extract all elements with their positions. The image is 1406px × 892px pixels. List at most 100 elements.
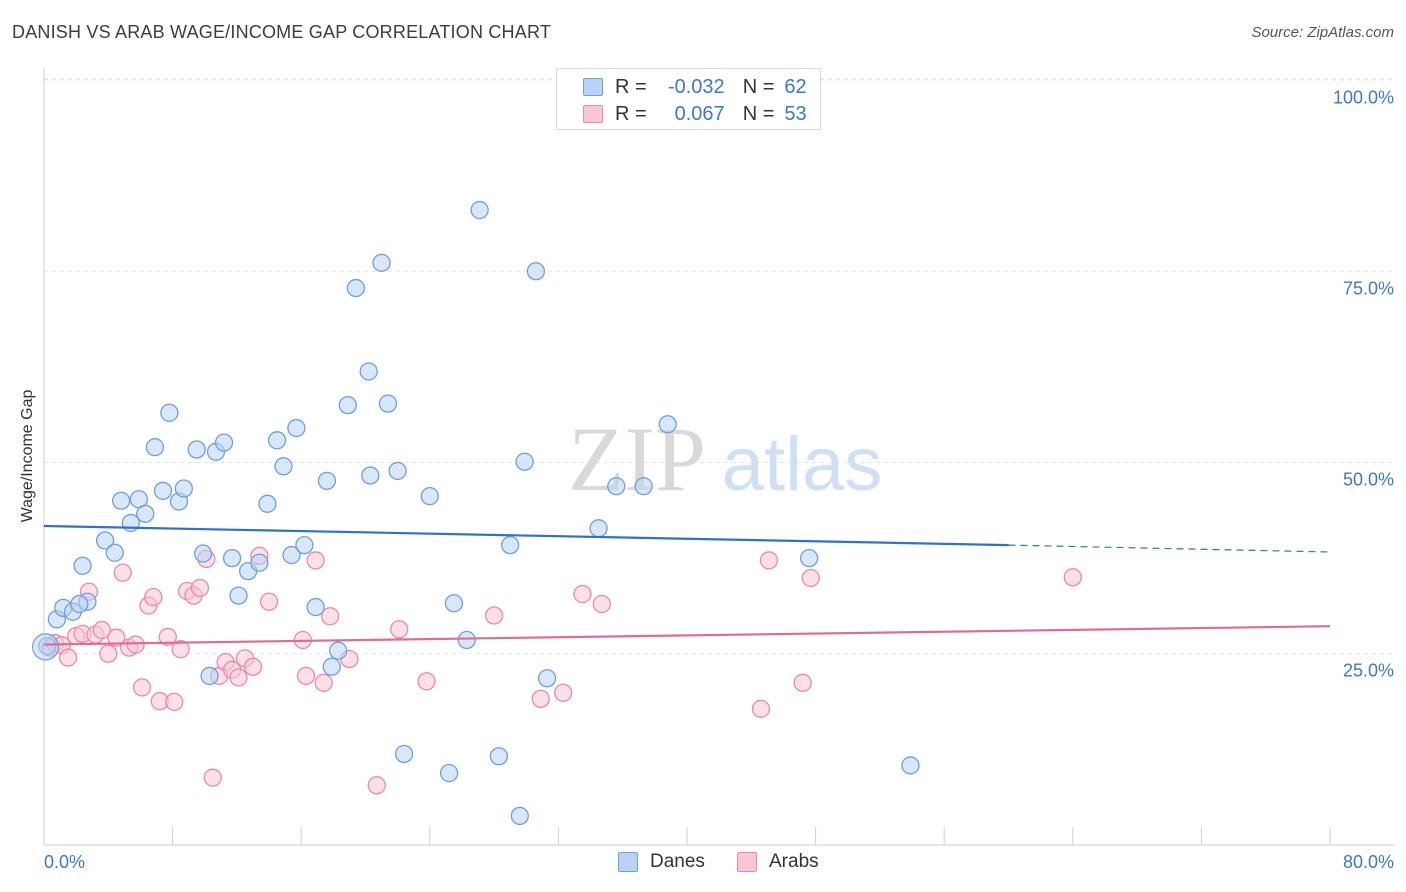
arab-point [759, 551, 779, 570]
arab-point [144, 587, 163, 607]
dane-point [229, 586, 248, 605]
arab-point [229, 668, 248, 687]
y-axis-label: Wage/Income Gap [19, 389, 36, 523]
trend-line-danes [43, 524, 1009, 547]
dane-point [193, 544, 213, 563]
arab-point [296, 666, 316, 686]
x-tick-label-min: 0.0% [44, 852, 86, 872]
dane-point [322, 657, 341, 676]
legend-label-danes: Danes [650, 851, 705, 872]
arab-point [171, 640, 190, 659]
arab-point [306, 551, 325, 570]
dane-point [338, 395, 357, 415]
arab-point [190, 578, 210, 598]
arab-point [314, 673, 333, 692]
legend-row-danes: R = -0.032 N = 62 [583, 74, 807, 100]
y-tick-label-100: 100.0% [1332, 87, 1394, 108]
arab-point [132, 678, 152, 697]
dane-point [378, 394, 398, 413]
trend-line-danes-extension [1008, 544, 1331, 553]
dane-point [282, 545, 301, 565]
dane-point [457, 630, 476, 650]
watermark-zip: ZIP [568, 408, 706, 510]
arab-point [793, 673, 812, 692]
dane-point [510, 806, 529, 826]
dane-point [317, 471, 337, 491]
arab-point [113, 563, 132, 582]
y-tick-label-50: 50.0% [1342, 469, 1394, 490]
dane-point [470, 200, 489, 220]
legend-n-label: N = [742, 75, 775, 98]
dane-point-cluster [32, 633, 60, 661]
dane-point [526, 262, 546, 281]
series-arabs [41, 546, 1082, 795]
arab-point [390, 620, 409, 639]
dane-point [394, 744, 414, 764]
arab-point [1063, 568, 1082, 587]
dane-point [274, 457, 293, 476]
y-tick-label-25: 25.0% [1342, 660, 1394, 681]
danes-swatch [583, 78, 603, 96]
dane-point [537, 669, 557, 688]
dane-point [388, 461, 407, 481]
dane-point [901, 756, 920, 775]
dane-point [306, 597, 325, 617]
dane-point [187, 440, 206, 459]
legend-r-label: R = [615, 75, 647, 98]
dane-point [73, 556, 92, 575]
legend-label-arabs: Arabs [769, 851, 819, 872]
dane-point [658, 415, 677, 434]
correlation-legend: R = -0.032 N = 62 R = 0.067 N = 53 [556, 68, 821, 130]
arab-point [126, 635, 145, 654]
dane-point [153, 481, 173, 500]
arab-point [573, 584, 592, 604]
dane-point [515, 452, 534, 471]
dane-point [267, 431, 287, 450]
legend-n-value: 53 [784, 102, 807, 125]
source-label: Source: ZipAtlas.com [1251, 24, 1394, 41]
trend-lines [43, 524, 1331, 646]
dane-point [250, 553, 269, 572]
legend-r-value: -0.032 [667, 75, 725, 98]
arab-point [99, 644, 118, 663]
dane-point [287, 418, 306, 438]
legend-r-label: R = [615, 102, 647, 125]
series-danes [32, 200, 920, 826]
dane-point [329, 641, 348, 660]
dane-point [174, 479, 194, 498]
arab-point [484, 606, 504, 625]
arab-point [243, 657, 263, 676]
watermark: ZIP atlas [568, 408, 882, 510]
chart-title: DANISH VS ARAB WAGE/INCOME GAP CORRELATI… [12, 22, 552, 42]
arabs-swatch [583, 105, 603, 123]
trend-line-arabs [43, 625, 1331, 646]
dane-point [439, 763, 459, 783]
dane-point [372, 253, 391, 272]
arab-point [320, 607, 340, 626]
dane-point [489, 747, 509, 766]
legend-item-danes: Danes [618, 851, 705, 873]
dane-point [634, 477, 653, 496]
dane-point [800, 548, 819, 568]
arab-point [165, 692, 184, 712]
arab-point [367, 776, 386, 795]
danes-swatch [618, 852, 638, 872]
arab-point [203, 768, 222, 787]
arab-point [751, 699, 771, 718]
y-tick-label-75: 75.0% [1342, 278, 1394, 299]
dane-point [295, 535, 314, 555]
arab-point [531, 689, 550, 709]
arab-point [58, 648, 78, 667]
dane-point [95, 531, 115, 550]
dane-point [258, 494, 277, 513]
x-tick-label-max: 80.0% [1342, 852, 1394, 872]
arab-point [554, 683, 573, 702]
dane-point [501, 535, 520, 555]
arab-point [801, 568, 820, 588]
dane-point [136, 504, 155, 523]
dane-point [359, 362, 378, 381]
dane-point [105, 543, 124, 562]
arabs-swatch [737, 852, 757, 872]
legend-item-arabs: Arabs [737, 851, 819, 873]
series-legend: Danes Arabs [0, 851, 1406, 877]
